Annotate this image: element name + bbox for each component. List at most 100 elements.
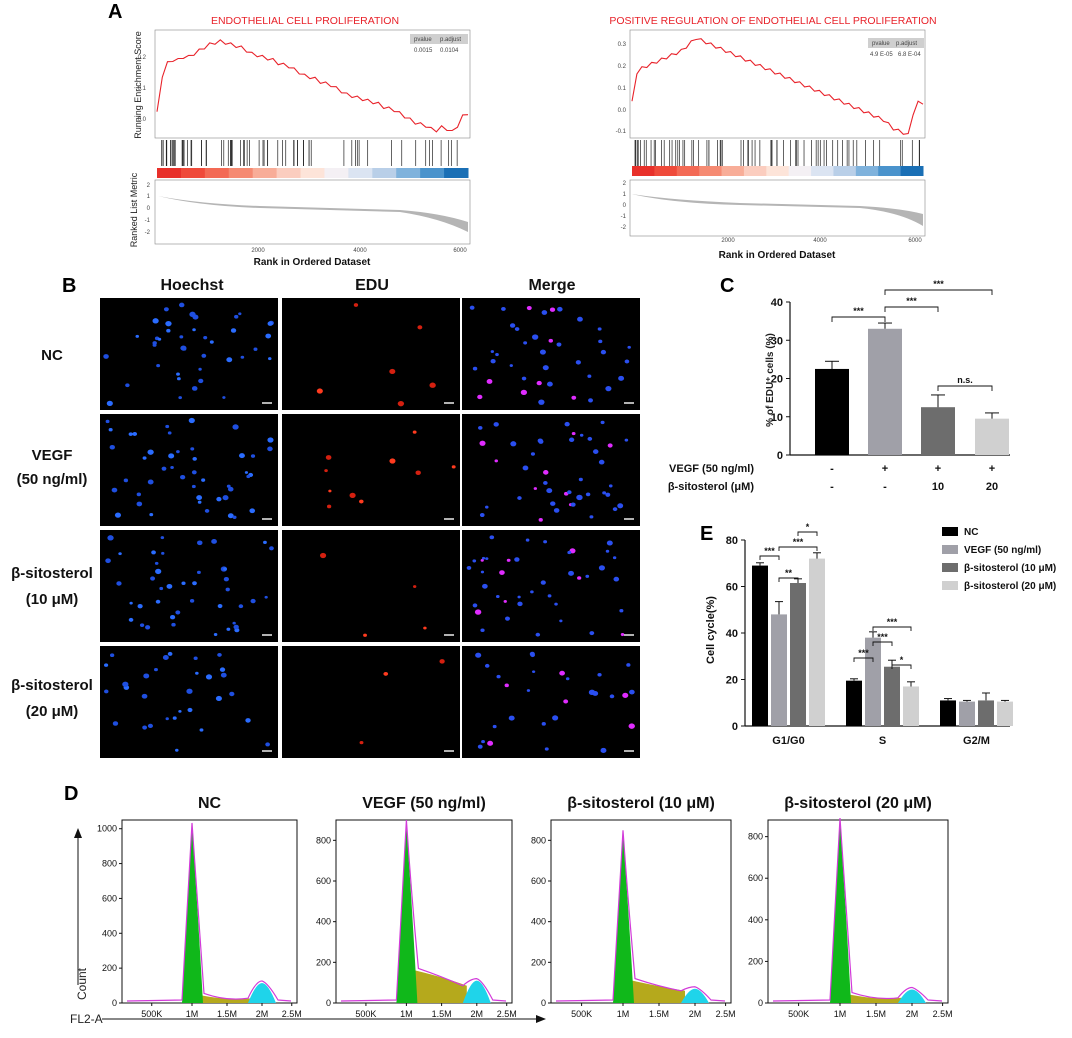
bar xyxy=(815,368,849,455)
cell-nucleus xyxy=(496,674,501,679)
cell-nucleus xyxy=(577,576,582,580)
rank-tick: 4000 xyxy=(813,238,827,244)
treatment-value: 10 xyxy=(932,481,944,493)
y-tick-label: 200 xyxy=(748,956,763,966)
rank-color-segment xyxy=(204,168,230,178)
cell-nucleus xyxy=(201,478,206,482)
significance-label: * xyxy=(900,655,904,665)
cell-nucleus xyxy=(229,691,235,697)
cell-nucleus xyxy=(568,570,574,576)
x-tick-label: 2M xyxy=(471,1009,484,1019)
count-arrow-head xyxy=(74,828,82,838)
cell-nucleus xyxy=(494,459,498,463)
cell-nucleus xyxy=(114,512,121,518)
cell-nucleus xyxy=(186,688,193,694)
es-tick: 0.1 xyxy=(138,86,147,92)
cell-nucleus xyxy=(105,419,110,424)
treatment-value: + xyxy=(989,463,995,475)
metric-area xyxy=(158,196,468,232)
y-axis-label: Cell cycle(%) xyxy=(705,596,717,664)
stats-header-bg xyxy=(410,34,468,44)
cell-nucleus xyxy=(605,549,610,553)
cell-nucleus xyxy=(216,496,222,502)
es-axis-label: Running Enrichment Score xyxy=(133,31,143,139)
cell-nucleus xyxy=(493,422,499,427)
bar xyxy=(865,637,881,726)
y-tick-label: 20 xyxy=(771,374,783,386)
treatment-row-label-bs: β-sitosterol (μM) xyxy=(668,481,755,493)
cell-nucleus xyxy=(238,453,245,459)
metric-axis-label: Ranked List Metric xyxy=(129,172,139,247)
cell-nucleus xyxy=(265,333,272,339)
cell-nucleus xyxy=(592,449,599,454)
y-tick-label: 10 xyxy=(771,412,783,424)
cell-nucleus xyxy=(510,441,517,447)
cell-nucleus xyxy=(606,540,613,546)
cell-nucleus xyxy=(529,651,535,657)
cell-nucleus xyxy=(480,570,485,574)
cell-nucleus xyxy=(600,747,607,753)
g1-peak xyxy=(182,826,203,1003)
rank-color-segment xyxy=(788,166,812,176)
y-tick-label: 0 xyxy=(777,450,783,462)
cell-nucleus xyxy=(175,610,181,615)
cell-nucleus xyxy=(203,335,208,340)
significance-label: *** xyxy=(858,648,869,658)
x-tick-label: 1.5M xyxy=(866,1009,886,1019)
g1-peak xyxy=(830,822,851,1003)
cell-nucleus xyxy=(159,586,164,591)
treatment-values: - + + + - - 10 20 xyxy=(830,463,998,493)
significance-label: *** xyxy=(906,296,917,306)
cell-nucleus xyxy=(191,484,196,489)
cell-nucleus xyxy=(209,340,214,344)
x-tick-label: 2M xyxy=(906,1009,919,1019)
hit-barcode xyxy=(161,140,458,166)
rank-color-segment xyxy=(900,166,924,176)
cell-nucleus xyxy=(213,633,218,637)
cell-nucleus xyxy=(143,673,150,679)
rank-color-segment xyxy=(324,168,349,178)
cell-nucleus xyxy=(597,327,602,331)
cell-nucleus xyxy=(487,740,494,746)
x-tick-label: 1M xyxy=(400,1009,413,1019)
cell-nucleus xyxy=(538,518,543,522)
cell-nucleus xyxy=(624,359,630,364)
cell-nucleus xyxy=(549,307,556,312)
cell-nucleus xyxy=(132,432,138,437)
y-tick-label: 60 xyxy=(726,582,738,594)
cell-nucleus xyxy=(116,581,122,586)
bar xyxy=(790,583,806,726)
y-tick-label: 400 xyxy=(102,928,117,938)
microscopy-image xyxy=(462,646,640,758)
metric-tick: 0 xyxy=(623,203,627,209)
x-tick-label: 1.5M xyxy=(649,1009,669,1019)
cell-nucleus xyxy=(217,604,223,609)
cell-nucleus xyxy=(523,341,528,345)
cell-nucleus xyxy=(538,439,544,444)
cell-nucleus xyxy=(532,670,536,674)
cell-nucleus xyxy=(571,431,576,436)
metric-tick: 1 xyxy=(623,192,627,198)
legend-swatch xyxy=(942,527,958,536)
treatment-value: + xyxy=(882,463,888,475)
cell-nucleus xyxy=(196,570,201,574)
cell-nucleus xyxy=(531,334,539,340)
significance-bracket xyxy=(884,289,993,295)
cell-nucleus xyxy=(268,357,272,361)
cell-nucleus xyxy=(577,316,583,322)
cell-nucleus xyxy=(517,496,522,500)
legend-label: VEGF (50 ng/ml) xyxy=(964,545,1041,556)
rank-tick: 6000 xyxy=(453,248,467,254)
rank-tick: 2000 xyxy=(721,238,735,244)
cell-nucleus xyxy=(571,395,577,400)
bar xyxy=(868,328,902,455)
significance-bracket xyxy=(937,385,993,391)
rank-color-segment xyxy=(766,166,790,176)
histogram-title: VEGF (50 ng/ml) xyxy=(362,795,486,812)
es-curve xyxy=(631,38,924,135)
cell-nucleus xyxy=(192,328,196,332)
es-tick: -0.1 xyxy=(616,129,627,135)
bar xyxy=(997,701,1013,726)
